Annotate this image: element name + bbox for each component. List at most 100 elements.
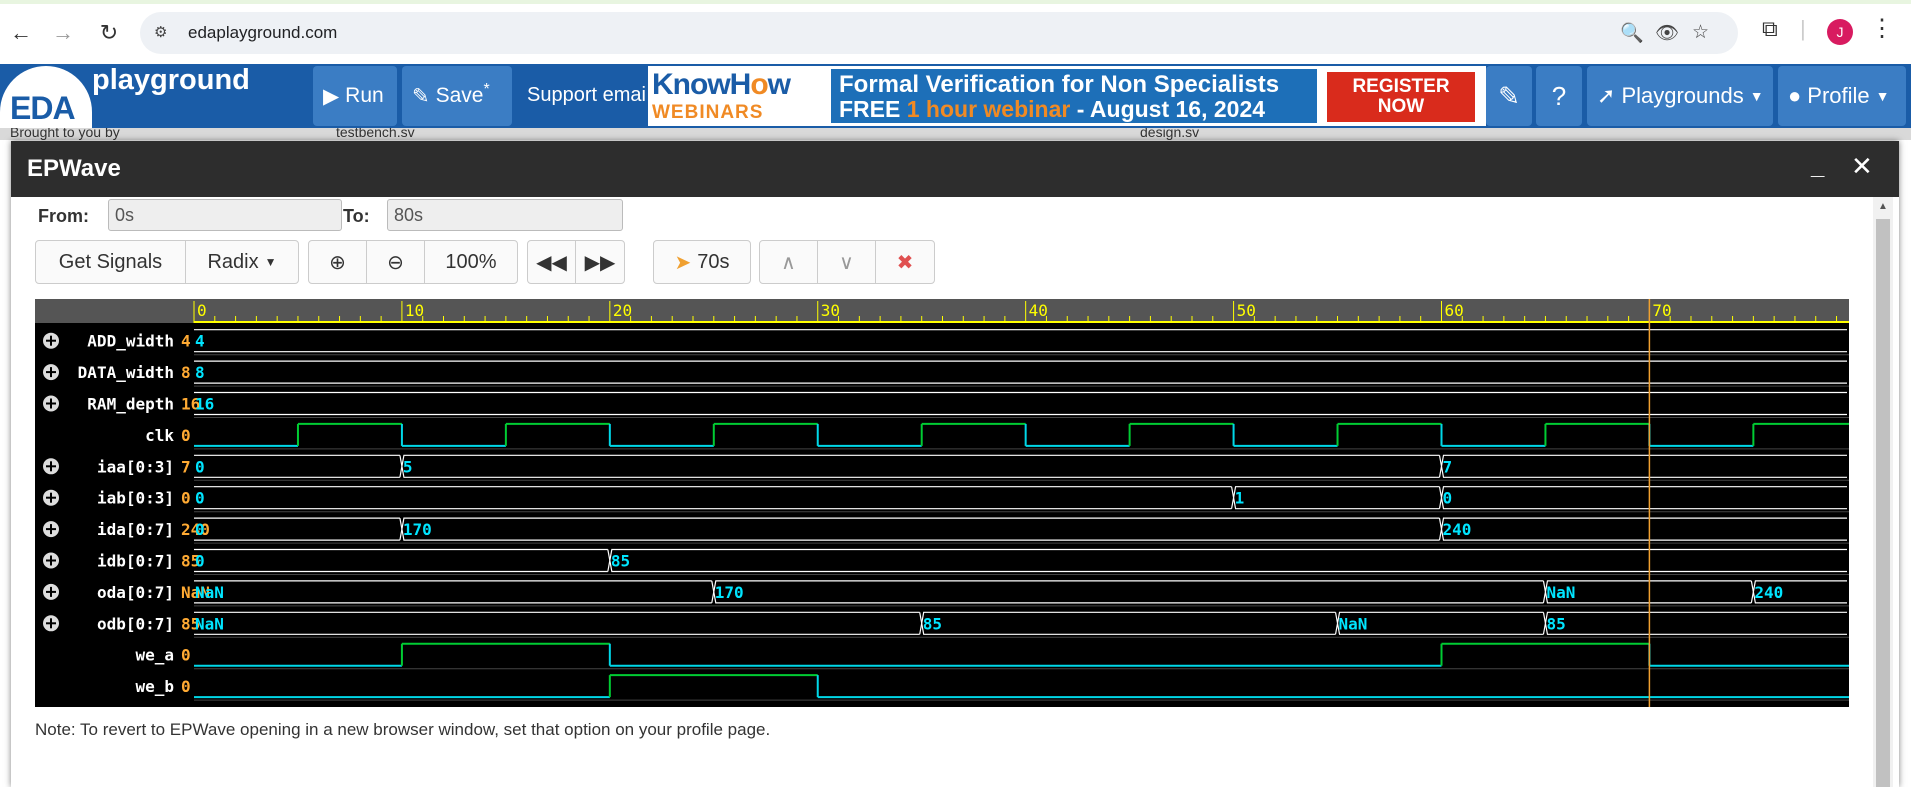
- bus-segment: [194, 517, 400, 541]
- signal-name: RAM_depth: [87, 395, 174, 414]
- signal-value: 8: [181, 363, 191, 382]
- zoom-out-icon[interactable]: ⊖: [367, 241, 425, 283]
- save-button[interactable]: ✎ Save *: [402, 66, 512, 126]
- support-email-link[interactable]: Support emai: [527, 84, 646, 106]
- bus-transition: [399, 455, 403, 478]
- move-down-icon[interactable]: ∨: [818, 241, 876, 283]
- radix-label: Radix: [207, 250, 259, 273]
- bus-value-label: 1: [1235, 489, 1245, 508]
- from-input[interactable]: 0s: [108, 199, 342, 231]
- signal-value: 85: [181, 552, 200, 571]
- bookmark-star-icon[interactable]: ☆: [1692, 22, 1710, 43]
- bus-segment: [1752, 580, 1847, 604]
- signal-name: ADD_width: [87, 332, 174, 351]
- epwave-window: EPWave _ ✕ From: 0s To: 80s Get Signals …: [11, 141, 1899, 787]
- cursor-time-button[interactable]: ➤ 70s: [654, 241, 750, 283]
- signal-value: 16: [181, 395, 200, 414]
- bus-transition: [919, 612, 923, 635]
- bus-segment: [194, 548, 608, 573]
- knowhow-logo: KnowHow: [652, 68, 791, 101]
- run-button[interactable]: ▶ Run: [313, 66, 397, 126]
- epwave-titlebar: EPWave _ ✕: [11, 141, 1899, 197]
- bus-value-label: 85: [923, 614, 942, 633]
- move-up-icon[interactable]: ∧: [760, 241, 818, 283]
- knowhow-webinar-banner[interactable]: KnowHow WEBINARS Formal Verification for…: [648, 66, 1486, 126]
- bus-transition: [1542, 612, 1547, 635]
- scroll-up-icon[interactable]: ▲: [1878, 201, 1888, 212]
- waveform-viewer[interactable]: 0 10 20 30 40 50 60 70 ADD_width 4 4 DATA_width 8 8 RA…: [35, 299, 1849, 707]
- playgrounds-menu[interactable]: ➚ Playgrounds ▼: [1587, 66, 1773, 126]
- radix-dropdown[interactable]: Radix ▼: [186, 241, 298, 283]
- logo-eda[interactable]: EDA: [10, 90, 76, 126]
- zoom-in-icon[interactable]: ⊕: [309, 241, 367, 283]
- save-label: Save: [435, 84, 484, 107]
- signal-value: NaN: [181, 583, 210, 602]
- forward-icon[interactable]: →: [52, 20, 74, 45]
- bus-transition: [1542, 580, 1547, 604]
- bus-segment: [609, 548, 1847, 573]
- bus-value-label: NaN: [195, 583, 224, 602]
- bus-segment: [1440, 454, 1847, 478]
- zoom-level[interactable]: 100%: [445, 250, 497, 273]
- rewind-icon[interactable]: ◀◀: [528, 241, 576, 283]
- browser-menu-icon[interactable]: ⋮: [1870, 15, 1894, 42]
- zoom-toolbar: ⊕ ⊖ 100%: [308, 240, 518, 284]
- bus-value-label: 0: [195, 520, 205, 539]
- rocket-icon: ➚: [1597, 83, 1616, 108]
- signal-order-toolbar: ∧ ∨ ✖: [759, 240, 935, 284]
- bus-value-label: 7: [1442, 457, 1452, 476]
- logo-playground[interactable]: playground: [92, 64, 250, 96]
- caret-down-icon: ▼: [1749, 88, 1764, 104]
- bus-value-label: 170: [715, 583, 744, 602]
- fast-forward-icon[interactable]: ▶▶: [584, 251, 616, 274]
- bus-transition: [1438, 455, 1443, 478]
- banner-line1: Formal Verification for Non Specialists: [839, 71, 1280, 98]
- zoom-icon[interactable]: 🔍: [1620, 23, 1644, 44]
- ruler-tick-label: 60: [1444, 301, 1463, 320]
- profile-menu[interactable]: ● Profile ▼: [1778, 66, 1906, 126]
- to-input[interactable]: 80s: [387, 199, 623, 231]
- signal-name: we_b: [135, 677, 174, 696]
- ruler-tick-label: 30: [821, 301, 840, 320]
- bus-transition: [399, 517, 403, 541]
- vertical-scrollbar[interactable]: ▲: [1873, 197, 1893, 787]
- signal-value: 0: [181, 426, 191, 445]
- extensions-icon[interactable]: ⧉: [1762, 16, 1778, 41]
- bus-segment: [1336, 611, 1544, 635]
- bus-value-label: 0: [195, 489, 205, 508]
- bus-transition: [1750, 580, 1754, 604]
- avatar[interactable]: J: [1827, 19, 1853, 45]
- bus-value-label: 0: [1442, 489, 1452, 508]
- tracking-protection-icon[interactable]: 👁: [1655, 23, 1680, 44]
- address-bar[interactable]: ⚙ edaplayground.com 🔍 👁 ☆: [140, 12, 1738, 54]
- get-signals-button[interactable]: Get Signals: [36, 241, 186, 283]
- help-icon[interactable]: ?: [1536, 66, 1582, 126]
- back-icon[interactable]: ←: [10, 20, 32, 45]
- edit-icon[interactable]: ✎: [1486, 66, 1532, 126]
- register-now-button[interactable]: REGISTER NOW: [1327, 72, 1475, 122]
- banner-message: Formal Verification for Non Specialists …: [831, 69, 1317, 123]
- remove-signal-icon[interactable]: ✖: [896, 251, 914, 274]
- signals-toolbar: Get Signals Radix ▼: [35, 240, 299, 284]
- signal-name: odb[0:7]: [97, 614, 174, 633]
- bus-value-label: 4: [195, 332, 205, 351]
- bus-value-label: 0: [195, 457, 205, 476]
- cursor-toolbar: ➤ 70s: [653, 240, 751, 284]
- reload-icon[interactable]: ↻: [99, 20, 119, 45]
- bus-segment: [921, 611, 1336, 635]
- cursor-time-value: 70s: [697, 250, 730, 273]
- url-text[interactable]: edaplayground.com: [188, 23, 338, 42]
- signal-value: 7: [181, 457, 191, 476]
- site-settings-icon[interactable]: ⚙: [154, 24, 168, 41]
- minimize-icon[interactable]: _: [1811, 153, 1825, 180]
- signal-value: 240: [181, 520, 210, 539]
- bus-segment: [401, 517, 1440, 541]
- browser-chrome: ← → ↻ ⚙ edaplayground.com 🔍 👁 ☆ ⧉ | J ⋮: [0, 0, 1911, 64]
- ruler-tick-label: 0: [197, 301, 207, 320]
- signal-name: idb[0:7]: [97, 552, 174, 571]
- close-icon[interactable]: ✕: [1851, 151, 1873, 181]
- tab-strip-edge: [0, 0, 1911, 4]
- bus-segment: [194, 360, 1847, 384]
- scrollbar-thumb[interactable]: [1876, 219, 1890, 787]
